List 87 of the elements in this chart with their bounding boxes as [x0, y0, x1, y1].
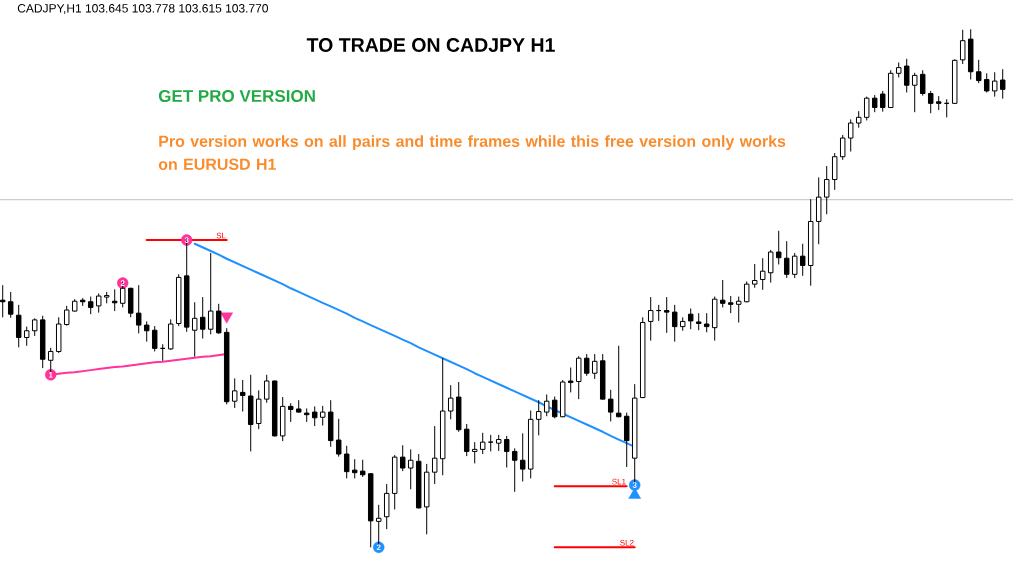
candlestick [151, 325, 158, 352]
series-label: SL2 [620, 539, 634, 546]
candlestick [775, 230, 782, 265]
candlestick [719, 279, 726, 308]
candlestick [215, 303, 222, 335]
series-label: 3 [184, 237, 189, 243]
candlestick [911, 72, 918, 113]
candlestick [319, 405, 326, 427]
annotation: Pro version works on all pairs and time frames while this free version only works on EURUSD H1 [158, 135, 786, 170]
series-label: 2 [120, 280, 125, 286]
series-label: 3 [632, 482, 637, 488]
candlestick [879, 90, 886, 113]
candlestick [383, 483, 390, 530]
text: CADJPY,H1 103.645 103.778 103.615 103.770 [17, 4, 269, 14]
point [220, 312, 233, 324]
candlestick [199, 296, 206, 340]
candlestick [919, 69, 926, 97]
text: GET PRO VERSION [158, 89, 315, 103]
candlestick [431, 425, 438, 485]
candlestick [831, 152, 838, 191]
candlestick [479, 432, 486, 455]
candlestick [543, 393, 550, 417]
candlestick [687, 307, 694, 330]
candlestick [503, 435, 510, 469]
candlestick [703, 312, 710, 333]
candlestick [135, 284, 142, 334]
series-label: SL1 [612, 478, 626, 485]
candlestick [567, 367, 574, 393]
candlestick [535, 399, 542, 436]
candlestick [207, 252, 214, 335]
candlestick [231, 377, 238, 409]
candlestick [823, 165, 830, 215]
candlestick [511, 447, 518, 493]
candlestick [991, 71, 998, 98]
candlestick [519, 432, 526, 482]
candlestick [799, 243, 806, 277]
candlestick [607, 389, 614, 422]
candlestick [863, 96, 870, 121]
candlestick [767, 249, 774, 284]
candlestick [7, 291, 14, 319]
candlestick [663, 296, 670, 334]
candlestick [847, 118, 854, 153]
candlestick [15, 304, 22, 348]
candlestick [783, 240, 790, 279]
candlestick [959, 29, 966, 65]
candlestick [191, 301, 198, 358]
series-label: SL [216, 232, 226, 239]
candlestick [95, 292, 102, 314]
candlestick [975, 59, 982, 84]
candlestick [471, 441, 478, 464]
candlestick [583, 353, 590, 377]
candlestick [143, 320, 150, 343]
candlestick [239, 379, 246, 413]
series-label: 1 [48, 372, 53, 378]
candlestick [447, 384, 454, 420]
candlestick [63, 305, 70, 327]
candlestick [751, 263, 758, 289]
candlestick [335, 418, 342, 458]
candlestick [463, 423, 470, 457]
candlestick [551, 396, 558, 419]
candlestick [927, 90, 934, 114]
candlestick [119, 280, 126, 308]
candlestick [575, 355, 582, 400]
candlestick [615, 345, 622, 418]
candlestick [399, 444, 406, 472]
candlestick [287, 402, 294, 423]
candlestick [839, 134, 846, 161]
candlestick [671, 304, 678, 343]
candlestick [0, 284, 6, 318]
candlestick [407, 448, 414, 490]
candlestick [263, 374, 270, 404]
candlestick [23, 326, 30, 347]
candlestick [999, 68, 1006, 100]
candlestick [47, 347, 54, 373]
candlestick [343, 445, 350, 479]
series-label: 2 [376, 544, 381, 551]
chart-title: TO TRADE ON CADJPY H1 [306, 38, 555, 52]
candlestick [111, 288, 118, 312]
candlestick [791, 252, 798, 279]
candlestick [759, 257, 766, 291]
candlestick [351, 458, 358, 479]
candlestick [591, 353, 598, 380]
candlestick [903, 58, 910, 93]
candlestick [735, 296, 742, 323]
candlestick [311, 405, 318, 427]
candlestick [647, 296, 654, 342]
candlestick [375, 504, 382, 546]
